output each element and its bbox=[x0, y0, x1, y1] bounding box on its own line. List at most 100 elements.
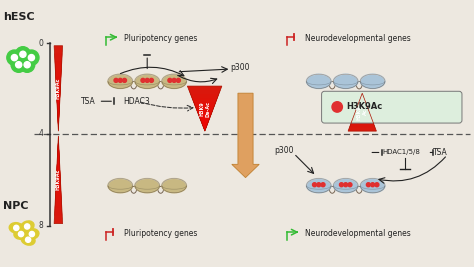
Text: p300: p300 bbox=[274, 146, 294, 155]
Circle shape bbox=[118, 78, 122, 83]
Ellipse shape bbox=[108, 74, 133, 88]
Polygon shape bbox=[55, 69, 62, 131]
Circle shape bbox=[176, 78, 181, 83]
Circle shape bbox=[332, 102, 342, 112]
Circle shape bbox=[321, 183, 325, 187]
Circle shape bbox=[149, 78, 154, 83]
Circle shape bbox=[371, 183, 374, 187]
Polygon shape bbox=[195, 107, 214, 131]
Circle shape bbox=[123, 78, 127, 83]
Polygon shape bbox=[57, 108, 60, 131]
Text: Neurodevelopmental genes: Neurodevelopmental genes bbox=[305, 229, 410, 238]
Text: TSA: TSA bbox=[433, 148, 448, 157]
Polygon shape bbox=[58, 136, 59, 144]
Ellipse shape bbox=[307, 179, 331, 193]
Ellipse shape bbox=[25, 229, 39, 239]
Polygon shape bbox=[57, 100, 60, 131]
Circle shape bbox=[20, 51, 26, 57]
Ellipse shape bbox=[108, 179, 133, 193]
Circle shape bbox=[317, 183, 321, 187]
Polygon shape bbox=[353, 93, 371, 117]
Circle shape bbox=[15, 47, 30, 62]
FancyArrow shape bbox=[232, 93, 259, 178]
Circle shape bbox=[16, 62, 22, 68]
Polygon shape bbox=[57, 136, 60, 160]
Ellipse shape bbox=[307, 74, 331, 88]
Polygon shape bbox=[351, 93, 374, 124]
Ellipse shape bbox=[20, 221, 34, 232]
Circle shape bbox=[14, 225, 19, 230]
Polygon shape bbox=[349, 93, 375, 128]
Circle shape bbox=[312, 183, 317, 187]
Text: H3K9
Ac: H3K9 Ac bbox=[357, 105, 368, 120]
Polygon shape bbox=[360, 93, 365, 100]
Polygon shape bbox=[54, 46, 63, 131]
Polygon shape bbox=[201, 123, 208, 131]
Circle shape bbox=[28, 54, 35, 61]
Ellipse shape bbox=[162, 74, 186, 88]
Polygon shape bbox=[199, 115, 211, 131]
Circle shape bbox=[29, 231, 35, 237]
Circle shape bbox=[19, 57, 35, 72]
Circle shape bbox=[141, 78, 145, 83]
Circle shape bbox=[145, 78, 149, 83]
Polygon shape bbox=[200, 119, 210, 131]
Text: p300: p300 bbox=[230, 62, 249, 72]
Polygon shape bbox=[55, 136, 62, 208]
Ellipse shape bbox=[360, 179, 385, 193]
Polygon shape bbox=[352, 93, 373, 121]
Ellipse shape bbox=[360, 74, 385, 88]
Text: Neurodevelopmental genes: Neurodevelopmental genes bbox=[305, 34, 410, 43]
Text: Pluripotency genes: Pluripotency genes bbox=[124, 34, 197, 43]
Polygon shape bbox=[357, 93, 367, 107]
Polygon shape bbox=[55, 61, 62, 131]
Polygon shape bbox=[203, 127, 206, 131]
Polygon shape bbox=[55, 77, 61, 131]
Text: H3K9Ac: H3K9Ac bbox=[346, 103, 383, 111]
Polygon shape bbox=[192, 98, 217, 131]
Circle shape bbox=[24, 50, 39, 65]
Circle shape bbox=[366, 183, 370, 187]
Circle shape bbox=[375, 183, 379, 187]
FancyBboxPatch shape bbox=[321, 91, 462, 123]
Circle shape bbox=[26, 237, 31, 242]
Ellipse shape bbox=[9, 223, 23, 233]
Polygon shape bbox=[355, 93, 370, 114]
Circle shape bbox=[172, 78, 176, 83]
Text: HDAC3: HDAC3 bbox=[124, 97, 150, 106]
Polygon shape bbox=[56, 92, 60, 131]
Circle shape bbox=[339, 183, 344, 187]
Polygon shape bbox=[55, 136, 62, 200]
Polygon shape bbox=[189, 90, 220, 131]
Polygon shape bbox=[197, 111, 213, 131]
Text: hESC: hESC bbox=[3, 12, 35, 22]
Ellipse shape bbox=[333, 179, 358, 193]
Polygon shape bbox=[57, 116, 59, 131]
Ellipse shape bbox=[135, 179, 159, 193]
Text: TSA: TSA bbox=[81, 97, 95, 106]
Polygon shape bbox=[187, 86, 222, 131]
Polygon shape bbox=[191, 94, 219, 131]
Polygon shape bbox=[56, 136, 60, 176]
Polygon shape bbox=[56, 85, 61, 131]
Text: 0: 0 bbox=[39, 39, 44, 48]
Circle shape bbox=[7, 50, 22, 65]
Polygon shape bbox=[361, 93, 364, 97]
Ellipse shape bbox=[162, 179, 186, 193]
Polygon shape bbox=[194, 103, 216, 131]
Text: Pluripotency genes: Pluripotency genes bbox=[124, 229, 197, 238]
Circle shape bbox=[25, 224, 30, 229]
Circle shape bbox=[168, 78, 172, 83]
Circle shape bbox=[114, 78, 118, 83]
Ellipse shape bbox=[135, 74, 159, 88]
Polygon shape bbox=[58, 123, 59, 131]
Polygon shape bbox=[56, 136, 61, 184]
Circle shape bbox=[344, 183, 348, 187]
Ellipse shape bbox=[21, 234, 35, 245]
Text: 8: 8 bbox=[39, 222, 44, 230]
Circle shape bbox=[24, 62, 30, 68]
Text: H3K9
De-Ac: H3K9 De-Ac bbox=[199, 101, 210, 117]
Polygon shape bbox=[358, 93, 366, 104]
Polygon shape bbox=[57, 136, 59, 152]
Polygon shape bbox=[348, 93, 376, 131]
